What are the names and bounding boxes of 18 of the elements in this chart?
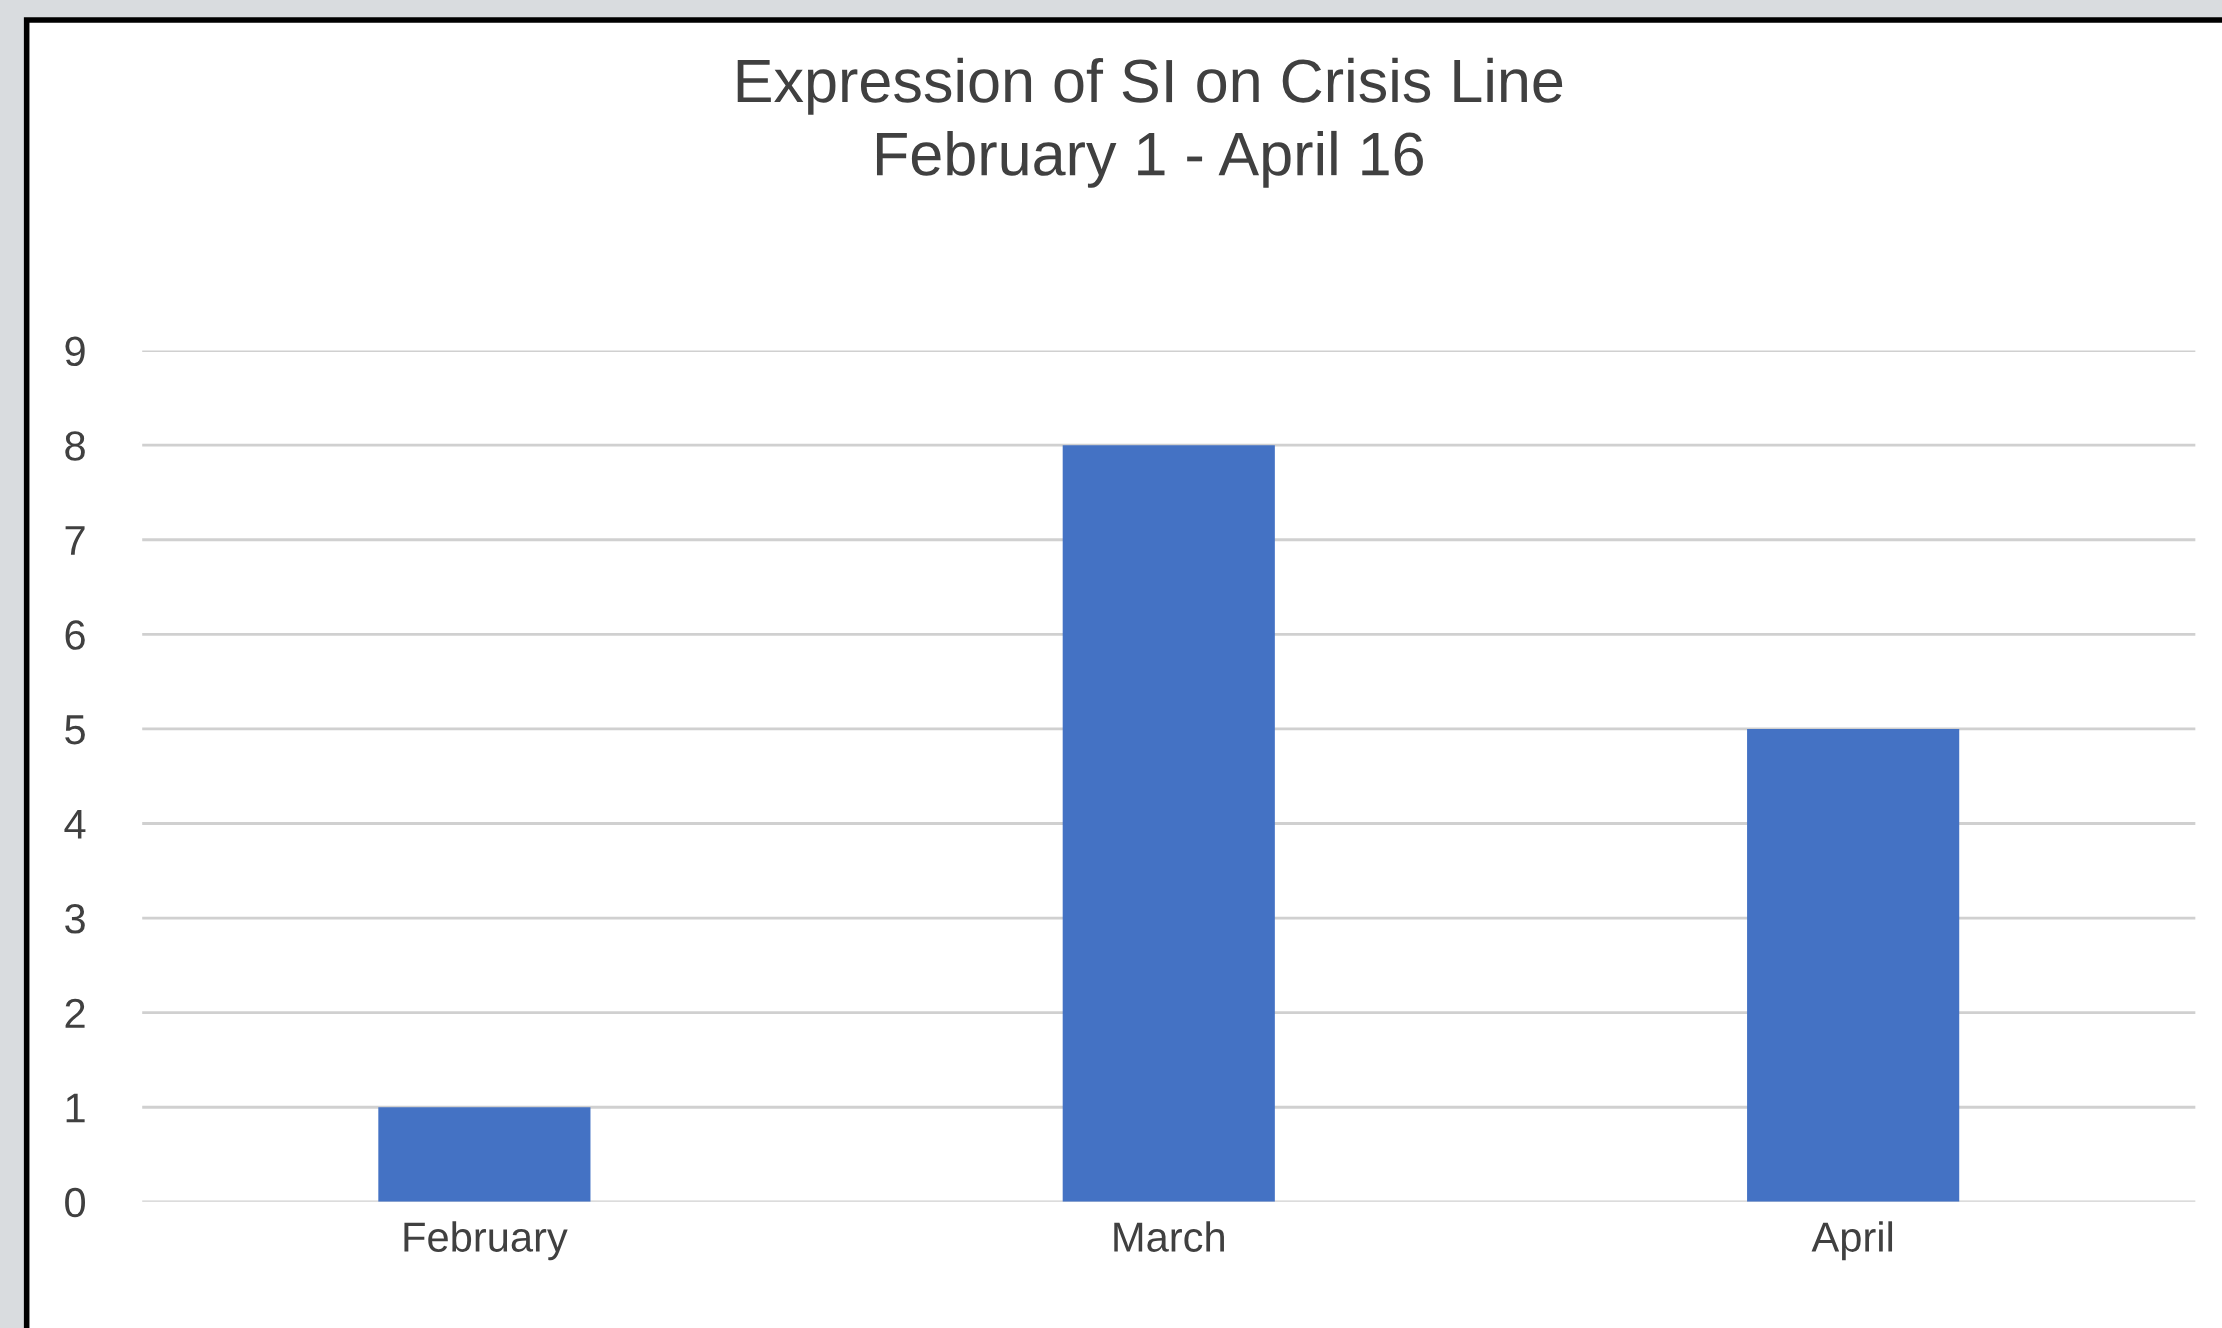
y-tick-label: 6 <box>65 620 85 650</box>
x-tick-label: February <box>404 1221 568 1261</box>
y-tick-label: 7 <box>65 526 85 555</box>
y-tick-label: 9 <box>65 336 85 367</box>
y-tick-label: 4 <box>64 809 86 839</box>
y-tick-label: 0 <box>65 1187 86 1218</box>
x-tick-label: April <box>1811 1221 1893 1261</box>
bar <box>378 1107 591 1202</box>
y-tick-label: 2 <box>65 998 85 1028</box>
y-tick-label: 1 <box>66 1093 85 1123</box>
chart-subtitle: February 1 - April 16 <box>876 130 1423 188</box>
y-tick-label: 8 <box>65 431 85 461</box>
bar <box>1747 728 1960 1202</box>
bar <box>1062 445 1275 1202</box>
y-tick-label: 5 <box>65 715 85 745</box>
x-tick-label: March <box>1114 1221 1224 1252</box>
y-tick-label: 3 <box>65 904 85 934</box>
chart-title: Expression of SI on Crisis Line <box>737 57 1563 115</box>
